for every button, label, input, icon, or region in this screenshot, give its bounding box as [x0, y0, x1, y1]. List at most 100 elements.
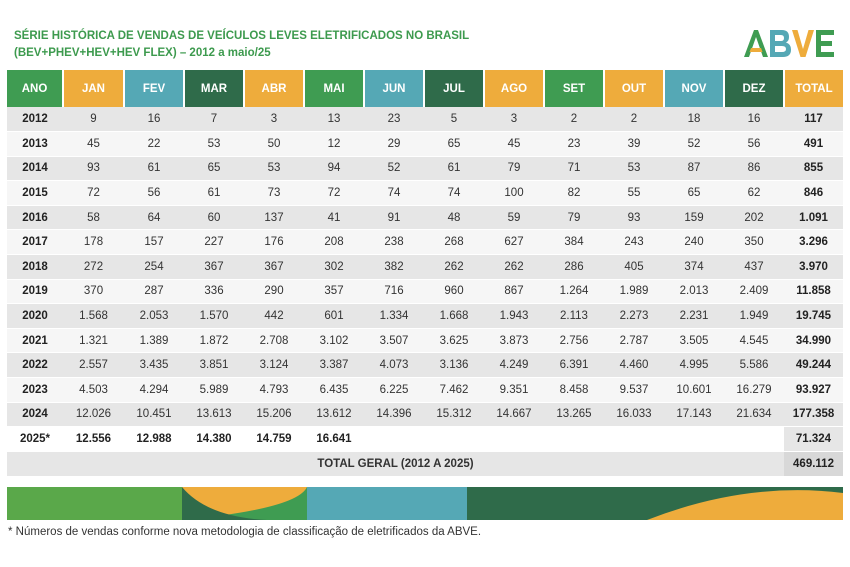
year-cell: 2014 — [7, 156, 63, 182]
value-cell: 367 — [244, 254, 304, 280]
header-fev: FEV — [124, 70, 185, 107]
value-cell: 1.568 — [63, 303, 124, 329]
value-cell: 374 — [664, 254, 724, 280]
row-total-cell: 117 — [784, 107, 843, 133]
value-cell: 262 — [484, 254, 544, 280]
value-cell: 93 — [63, 156, 124, 182]
value-cell: 14.667 — [484, 402, 544, 428]
value-cell: 91 — [364, 205, 424, 231]
header-total: TOTAL — [784, 70, 843, 107]
value-cell: 960 — [424, 279, 484, 305]
value-cell: 384 — [544, 229, 604, 256]
value-cell: 74 — [364, 180, 424, 206]
value-cell: 3.387 — [304, 352, 364, 379]
value-cell: 17.143 — [664, 402, 724, 428]
value-cell: 65 — [664, 180, 724, 206]
row-total-cell: 11.858 — [784, 279, 843, 305]
value-cell: 23 — [544, 131, 604, 157]
row-total-cell: 846 — [784, 180, 843, 206]
table-body: 2012 9 16 7 3 13 23 5 3 2 2 18 16 117 2013 45 22 53 50 12 29… — [7, 107, 843, 477]
value-cell: 1.321 — [63, 328, 124, 354]
value-cell: 227 — [184, 229, 244, 256]
value-cell: 2.231 — [664, 303, 724, 329]
value-cell: 4.793 — [244, 377, 304, 403]
title-line-1: SÉRIE HISTÓRICA DE VENDAS DE VEÍCULOS LE… — [14, 30, 470, 42]
value-cell: 2.557 — [63, 352, 124, 379]
year-cell: 2023 — [7, 377, 63, 403]
value-cell: 240 — [664, 229, 724, 256]
value-cell: 159 — [664, 205, 724, 231]
value-cell: 14.759 — [244, 426, 304, 452]
value-cell: 52 — [664, 131, 724, 157]
value-cell: 16.279 — [724, 377, 784, 403]
footnote: * Números de vendas conforme nova metodo… — [8, 526, 482, 538]
value-cell: 4.995 — [664, 352, 724, 379]
value-cell: 1.668 — [424, 303, 484, 329]
value-cell: 627 — [484, 229, 544, 256]
value-cell: 12.988 — [124, 426, 184, 452]
value-cell: 73 — [244, 180, 304, 206]
value-cell: 178 — [63, 229, 124, 256]
year-cell: 2020 — [7, 303, 63, 329]
value-cell: 286 — [544, 254, 604, 280]
value-cell: 53 — [244, 156, 304, 182]
table-row: 2020 1.568 2.053 1.570 442 601 1.334 1.668 1.943… — [7, 303, 843, 329]
value-cell: 12.026 — [63, 402, 124, 428]
value-cell: 2 — [604, 107, 664, 133]
sales-table: ANO JAN FEV MAR ABR MAI JUN JUL AGO SET … — [7, 70, 843, 477]
year-cell: 2016 — [7, 205, 63, 231]
value-cell: 79 — [544, 205, 604, 231]
value-cell: 45 — [484, 131, 544, 157]
value-cell: 4.545 — [724, 328, 784, 354]
value-cell: 12 — [304, 131, 364, 157]
value-cell: 3 — [484, 107, 544, 133]
value-cell: 13 — [304, 107, 364, 133]
year-cell: 2019 — [7, 279, 63, 305]
value-cell: 1.389 — [124, 328, 184, 354]
value-cell: 48 — [424, 205, 484, 231]
value-cell: 60 — [184, 205, 244, 231]
value-cell: 370 — [63, 279, 124, 305]
table-row: 2025* 12.556 12.988 14.380 14.759 16.641 71.32… — [7, 426, 843, 452]
value-cell: 82 — [544, 180, 604, 206]
value-cell: 2.113 — [544, 303, 604, 329]
value-cell — [664, 426, 724, 452]
table-row: 2019 370 287 336 290 357 716 960 867 1.264 1.989 2.… — [7, 279, 843, 305]
header-dez: DEZ — [724, 70, 785, 107]
value-cell: 12.556 — [63, 426, 124, 452]
row-total-cell: 3.970 — [784, 254, 843, 280]
value-cell: 1.334 — [364, 303, 424, 329]
value-cell: 4.249 — [484, 352, 544, 379]
value-cell: 79 — [484, 156, 544, 182]
row-total-cell: 491 — [784, 131, 843, 157]
value-cell — [484, 426, 544, 452]
value-cell: 2.273 — [604, 303, 664, 329]
value-cell: 4.460 — [604, 352, 664, 379]
year-cell: 2024 — [7, 402, 63, 428]
value-cell: 336 — [184, 279, 244, 305]
header-mar: MAR — [184, 70, 245, 107]
grand-total-label: TOTAL GERAL (2012 A 2025) — [7, 451, 784, 477]
value-cell: 72 — [304, 180, 364, 206]
value-cell — [364, 426, 424, 452]
table-row: 2022 2.557 3.435 3.851 3.124 3.387 4.073 3.136 4… — [7, 352, 843, 379]
value-cell: 15.312 — [424, 402, 484, 428]
value-cell: 1.943 — [484, 303, 544, 329]
value-cell: 23 — [364, 107, 424, 133]
row-total-cell: 71.324 — [784, 426, 843, 452]
value-cell: 367 — [184, 254, 244, 280]
value-cell: 2.787 — [604, 328, 664, 354]
value-cell: 29 — [364, 131, 424, 157]
value-cell: 243 — [604, 229, 664, 256]
value-cell: 21.634 — [724, 402, 784, 428]
value-cell: 45 — [63, 131, 124, 157]
value-cell: 3.124 — [244, 352, 304, 379]
value-cell: 18 — [664, 107, 724, 133]
header-nov: NOV — [664, 70, 725, 107]
table-row: 2024 12.026 10.451 13.613 15.206 13.612 14.396… — [7, 402, 843, 428]
value-cell — [604, 426, 664, 452]
value-cell: 254 — [124, 254, 184, 280]
value-cell: 9.537 — [604, 377, 664, 403]
row-total-cell: 93.927 — [784, 377, 843, 403]
value-cell: 56 — [124, 180, 184, 206]
